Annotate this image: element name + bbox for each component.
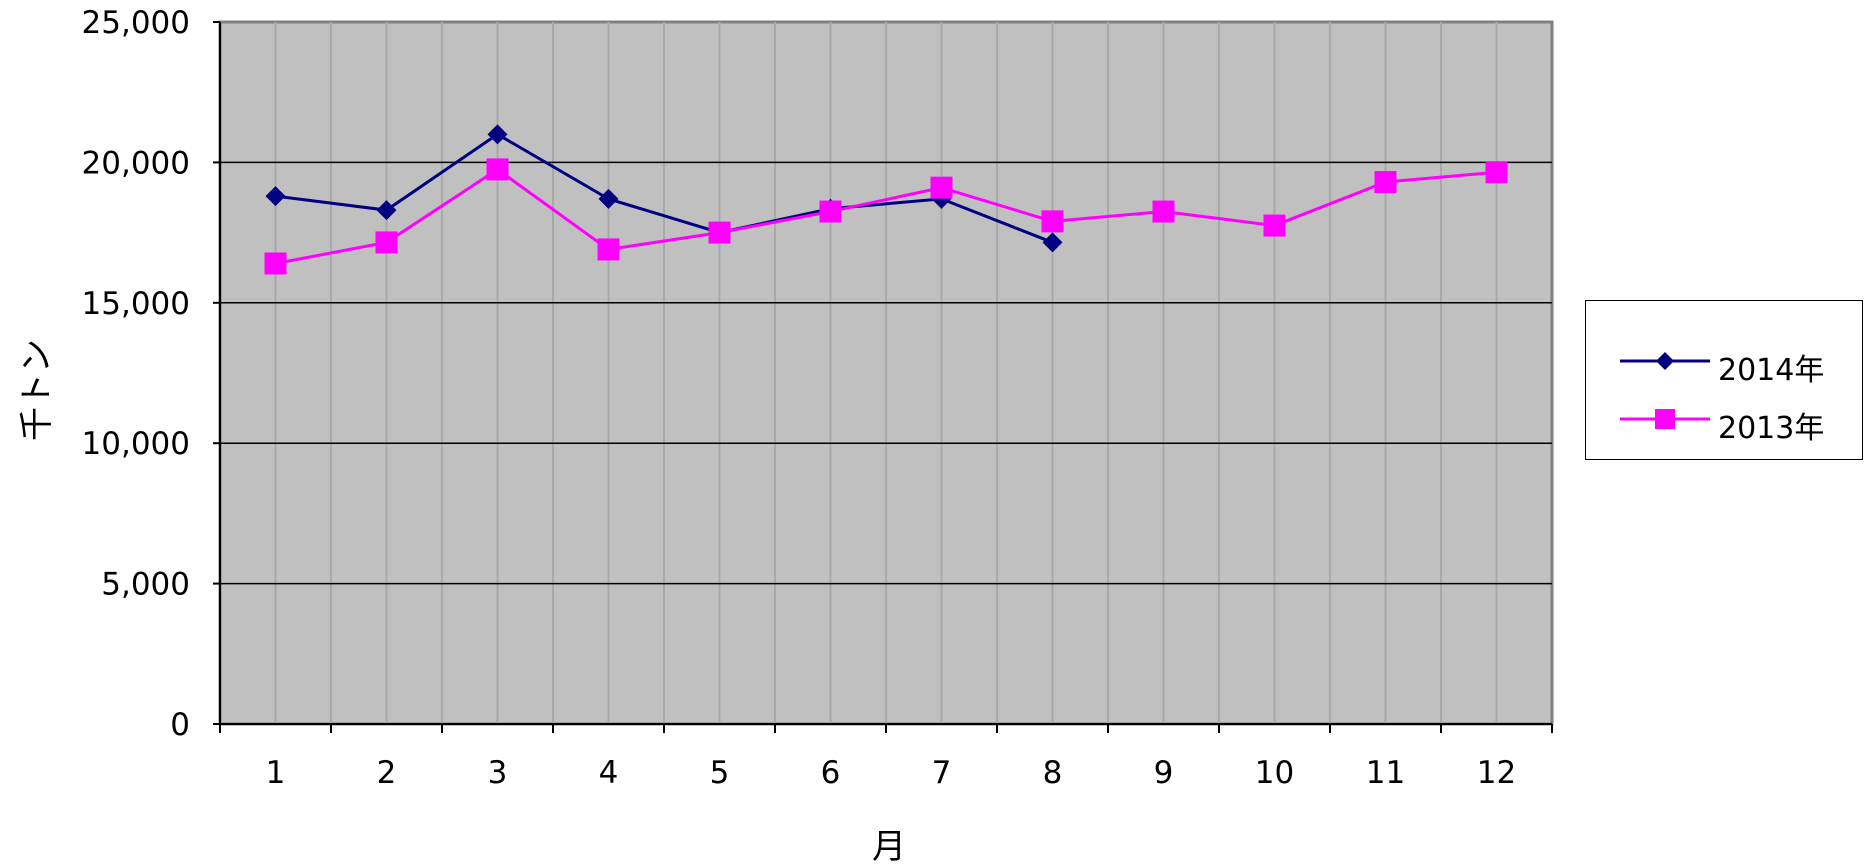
data-point [486, 158, 509, 181]
data-point [930, 176, 953, 199]
series-2013 [264, 158, 1508, 275]
data-point [1042, 232, 1063, 253]
data-point [819, 200, 842, 223]
x-tick-label: 11 [1366, 755, 1405, 791]
data-point [1485, 161, 1508, 184]
data-point [1041, 210, 1064, 233]
legend-item-2013: 2013年 [1620, 399, 1860, 446]
legend-item-2014: 2014年 [1620, 341, 1860, 388]
legend: 2014年 2013年 [1585, 300, 1863, 460]
y-tick-label: 15,000 [82, 286, 190, 322]
x-tick-label: 8 [1043, 755, 1063, 791]
data-point [1263, 214, 1286, 237]
y-axis-label: 千トン [17, 339, 57, 441]
data-point [598, 188, 619, 209]
y-tick-label: 20,000 [82, 145, 190, 181]
data-point [375, 231, 398, 254]
y-tick-label: 25,000 [82, 5, 190, 41]
x-tick-label: 6 [821, 755, 841, 791]
series-line [275, 167, 1497, 265]
legend-marker-2013 [1620, 409, 1710, 429]
y-tick-label: 10,000 [82, 426, 190, 462]
x-tick-label: 5 [710, 755, 730, 791]
legend-label-2013: 2013年 [1718, 411, 1825, 446]
x-axis-label: 月 [872, 827, 906, 867]
x-tick-label: 9 [1154, 755, 1174, 791]
data-point [1374, 171, 1397, 194]
x-tick-label: 12 [1477, 755, 1516, 791]
y-tick-label: 0 [170, 707, 190, 743]
x-tick-label: 3 [488, 755, 508, 791]
data-point [376, 200, 397, 221]
series-line [275, 132, 1054, 244]
x-tick-label: 10 [1255, 755, 1294, 791]
data-point [597, 238, 620, 261]
x-tick-label: 4 [599, 755, 619, 791]
x-tick-label: 2 [377, 755, 397, 791]
data-point [1152, 200, 1175, 223]
data-point [264, 252, 287, 275]
x-tick-label: 1 [266, 755, 286, 791]
y-tick-label: 5,000 [101, 567, 190, 603]
legend-marker-2014 [1620, 352, 1710, 370]
data-point [487, 124, 508, 145]
legend-label-2014: 2014年 [1718, 353, 1825, 388]
data-point [265, 186, 286, 207]
x-tick-label: 7 [932, 755, 952, 791]
data-point [708, 221, 731, 244]
